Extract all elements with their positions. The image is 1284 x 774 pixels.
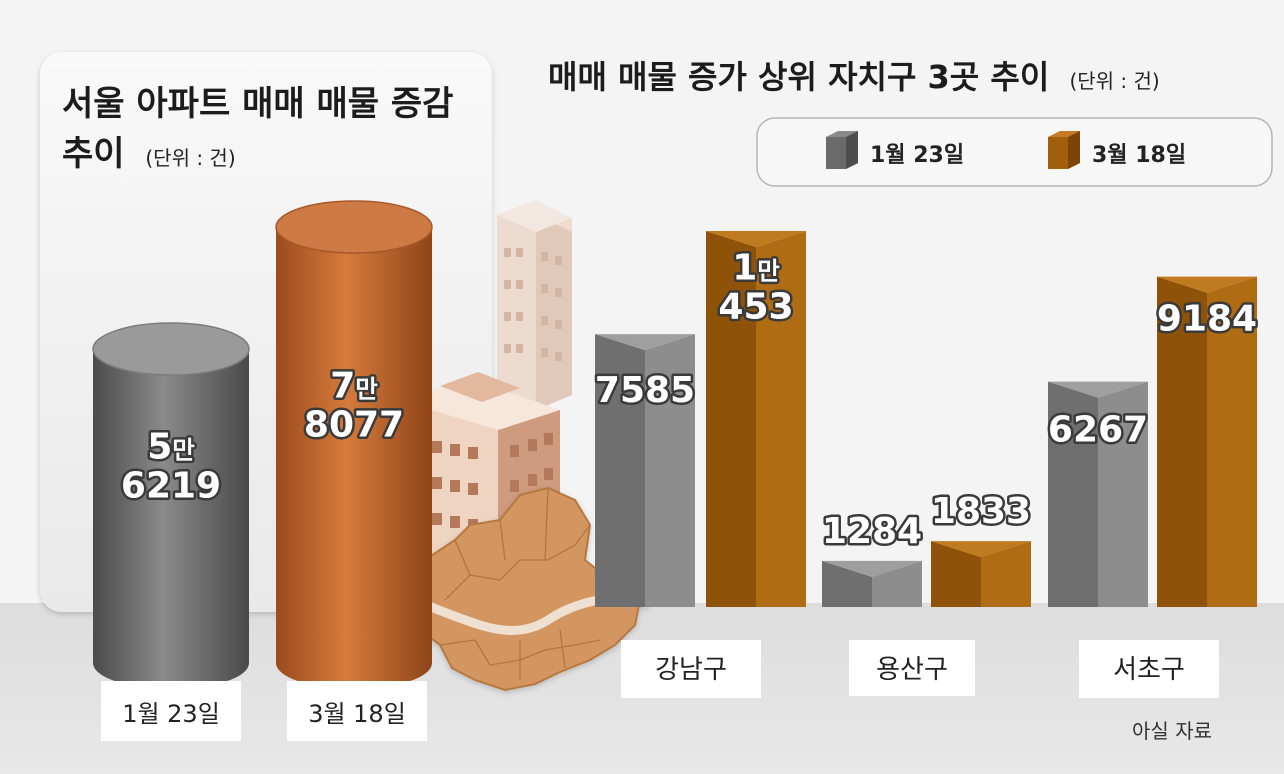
right-title-row: 매매 매물 증가 상위 자치구 3곳 추이 (단위 : 건) bbox=[548, 58, 1160, 96]
value-label-gangnam-mar: 1만 453 bbox=[718, 248, 793, 328]
legend: 1월 23일 3월 18일 bbox=[756, 117, 1273, 187]
seoul-map-icon bbox=[383, 486, 650, 692]
bar-seocho-mar bbox=[1157, 276, 1257, 607]
value-label-mar-total: 7만 8077 bbox=[304, 366, 404, 446]
bar-seocho-jan-right-face bbox=[1098, 381, 1148, 607]
xlabel-box-yongsan bbox=[849, 640, 975, 696]
bar-gangnam-mar-right-face bbox=[756, 231, 806, 607]
xlabel-mar: 3월 18일 bbox=[308, 700, 406, 728]
left-title-line2: 추이 bbox=[62, 134, 125, 174]
left-title-line1: 서울 아파트 매매 매물 증감 bbox=[62, 84, 453, 124]
value-label-yongsan-jan: 1284 bbox=[822, 511, 922, 552]
bar-mar-total bbox=[275, 200, 433, 689]
legend-label-mar: 3월 18일 bbox=[1092, 143, 1186, 168]
bar-seocho-mar-top-face bbox=[1157, 276, 1257, 293]
bar-mar-total-body bbox=[276, 227, 432, 689]
legend-label-jan: 1월 23일 bbox=[870, 143, 964, 168]
xlabel-box-jan bbox=[101, 681, 241, 741]
source-note: 아실 자료 bbox=[1132, 719, 1212, 743]
bar-yongsan-jan-top-face bbox=[822, 560, 922, 577]
xlabel-box-gangnam bbox=[621, 640, 761, 698]
xlabel-box-mar bbox=[287, 681, 427, 741]
xlabel-box-seocho bbox=[1079, 640, 1219, 698]
apartment-building-icon bbox=[497, 200, 572, 410]
xlabel-gangnam: 강남구 bbox=[655, 655, 727, 685]
left-unit: (단위 : 건) bbox=[145, 146, 235, 170]
value-label-gangnam-jan: 7585 bbox=[595, 370, 695, 411]
bar-jan-total bbox=[92, 322, 250, 689]
value-label-seocho-jan: 6267 bbox=[1048, 410, 1148, 451]
bar-gangnam-mar-left-face bbox=[706, 231, 756, 607]
bar-gangnam-jan-top-face bbox=[595, 334, 695, 351]
xlabel-jan: 1월 23일 bbox=[122, 700, 220, 728]
right-title: 매매 매물 증가 상위 자치구 3곳 추이 bbox=[548, 58, 1049, 96]
xlabel-seocho: 서초구 bbox=[1113, 655, 1185, 685]
legend-swatch-jan bbox=[826, 131, 858, 169]
chart-marks: 5만 6219 7만 8077 7585 1284 6267 1만 453 1833 9184 bbox=[92, 200, 1260, 689]
value-label-seocho-mar: 9184 bbox=[1157, 299, 1257, 340]
bar-gangnam-mar-top-face bbox=[706, 231, 806, 247]
legend-swatch-mar bbox=[1048, 131, 1080, 169]
value-label-yongsan-mar: 1833 bbox=[931, 491, 1031, 532]
bar-yongsan-jan-left-face bbox=[822, 560, 872, 607]
bar-yongsan-jan-right-face bbox=[872, 560, 922, 607]
bar-yongsan-mar-top-face bbox=[931, 541, 1031, 558]
left-title-line2-row: 추이 (단위 : 건) bbox=[62, 134, 236, 174]
bar-gangnam-jan-left-face bbox=[595, 334, 645, 607]
bar-seocho-mar-right-face bbox=[1207, 276, 1257, 607]
bar-yongsan-jan bbox=[822, 560, 922, 607]
bar-yongsan-mar-left-face bbox=[931, 541, 981, 607]
legend-box bbox=[756, 117, 1273, 187]
bar-yongsan-mar bbox=[931, 541, 1031, 607]
xlabel-yongsan: 용산구 bbox=[876, 655, 948, 685]
bar-seocho-mar-left-face bbox=[1157, 276, 1207, 607]
bar-seocho-jan-left-face bbox=[1048, 381, 1098, 607]
bar-yongsan-mar-right-face bbox=[981, 541, 1031, 607]
bar-seocho-jan bbox=[1048, 381, 1148, 607]
right-unit: (단위 : 건) bbox=[1069, 69, 1159, 93]
bar-jan-total-top bbox=[92, 322, 250, 376]
bar-seocho-jan-top-face bbox=[1048, 381, 1148, 398]
bar-gangnam-jan-right-face bbox=[645, 334, 695, 607]
bar-jan-total-body bbox=[93, 349, 249, 689]
bar-gangnam-jan bbox=[595, 334, 695, 607]
bar-mar-total-top bbox=[275, 200, 433, 254]
value-label-jan-total: 5만 6219 bbox=[121, 427, 221, 507]
bar-gangnam-mar bbox=[706, 231, 806, 607]
